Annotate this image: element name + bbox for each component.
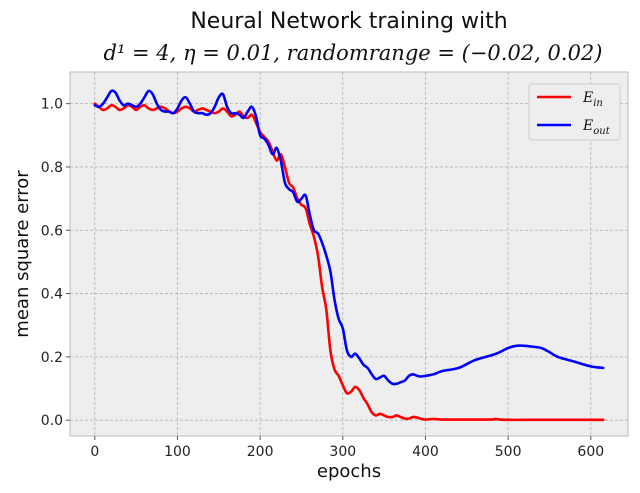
legend-label-e-in: Ein <box>582 90 603 109</box>
y-axis-ticks: 0.0 0.2 0.4 0.6 0.8 1.0 <box>41 97 70 429</box>
series-layer <box>93 89 605 422</box>
series-line-e-out <box>93 89 605 386</box>
x-axis-label: epochs <box>317 461 381 482</box>
y-tick-label: 0.4 <box>41 287 63 303</box>
x-tick-label: 300 <box>329 444 356 460</box>
x-tick-label: 400 <box>412 444 439 460</box>
y-tick-label: 0.8 <box>41 160 63 176</box>
x-tick-label: 100 <box>164 444 191 460</box>
x-axis-ticks: 0 100 200 300 400 500 600 <box>90 436 604 460</box>
chart-title: Neural Network training with <box>190 9 507 34</box>
legend: Ein Eout <box>528 83 621 141</box>
y-tick-label: 0.2 <box>41 350 63 366</box>
x-tick-label: 500 <box>495 444 522 460</box>
legend-label-e-out: Eout <box>582 118 611 137</box>
y-tick-label: 1.0 <box>41 97 63 113</box>
plot-frame <box>69 71 629 437</box>
y-tick-label: 0.6 <box>41 223 63 239</box>
y-axis-label: mean square error <box>12 170 33 338</box>
chart-subtitle: d¹ = 4, η = 0.01, randomrange = (−0.02, … <box>104 41 603 65</box>
x-tick-label: 200 <box>247 444 274 460</box>
y-tick-label: 0.0 <box>41 413 63 429</box>
x-tick-label: 600 <box>577 444 604 460</box>
x-tick-label: 0 <box>90 444 99 460</box>
